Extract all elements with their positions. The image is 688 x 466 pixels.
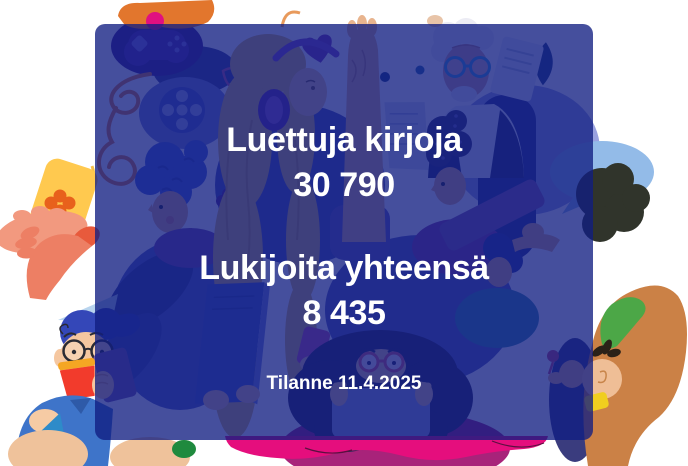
stats-overlay-card: Luettuja kirjoja 30 790 Lukijoita yhteen… — [95, 24, 593, 440]
smartphone — [0, 158, 98, 254]
total-readers-stat: Lukijoita yhteensä 8 435 — [95, 246, 593, 336]
bottom-strip-shapes — [8, 409, 548, 466]
books-read-stat: Luettuja kirjoja 30 790 — [95, 118, 593, 208]
total-readers-value: 8 435 — [302, 294, 386, 332]
coral-arm — [15, 226, 100, 300]
child-with-beanie — [582, 285, 687, 466]
total-readers-label: Lukijoita yhteensä — [199, 249, 489, 287]
books-read-label: Luettuja kirjoja — [226, 121, 462, 159]
status-date: Tilanne 11.4.2025 — [266, 373, 422, 394]
books-read-value: 30 790 — [293, 166, 395, 204]
